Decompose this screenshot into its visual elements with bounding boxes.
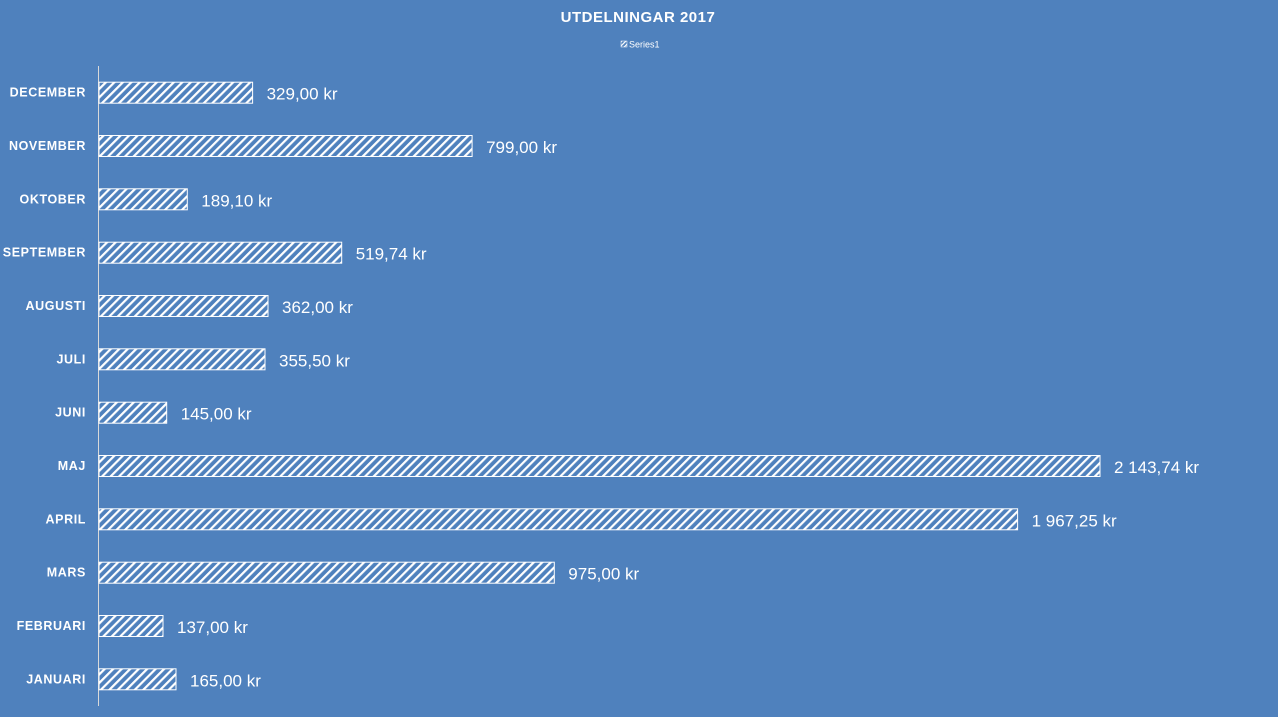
bar-april xyxy=(98,508,1019,531)
bar-juli xyxy=(98,348,266,371)
data-label-juli: 355,50 kr xyxy=(279,351,350,370)
category-label-juli: JULI xyxy=(57,352,87,366)
category-label-juni: JUNI xyxy=(55,406,86,420)
legend-label: Series1 xyxy=(629,40,660,50)
data-label-oktober: 189,10 kr xyxy=(201,191,272,210)
bar-oktober xyxy=(98,188,188,211)
bar-september xyxy=(98,241,343,264)
category-label-december: DECEMBER xyxy=(10,86,86,100)
category-label-april: APRIL xyxy=(46,512,87,526)
data-label-mars: 975,00 kr xyxy=(568,565,639,584)
bar-november xyxy=(98,135,473,157)
data-label-februari: 137,00 kr xyxy=(177,618,248,637)
bars-group xyxy=(98,81,1101,691)
data-label-juni: 145,00 kr xyxy=(181,405,252,424)
category-labels-group: JANUARI FEBRUARI MARS APRIL MAJ JUNI JULI AUGUS… xyxy=(3,86,86,687)
legend: Series1 xyxy=(620,40,660,50)
category-label-maj: MAJ xyxy=(58,459,86,473)
bar-mars xyxy=(98,561,555,584)
category-label-oktober: OKTOBER xyxy=(20,192,86,206)
legend-swatch xyxy=(620,40,628,48)
bar-januari xyxy=(98,668,177,691)
data-label-september: 519,74 kr xyxy=(356,245,427,264)
category-label-september: SEPTEMBER xyxy=(3,246,86,260)
data-label-augusti: 362,00 kr xyxy=(282,298,353,317)
category-label-mars: MARS xyxy=(47,566,86,580)
bar-juni xyxy=(98,401,168,424)
chart-title: UTDELNINGAR 2017 xyxy=(561,9,716,26)
bar-december xyxy=(98,81,254,104)
bar-maj xyxy=(98,455,1101,477)
category-label-februari: FEBRUARI xyxy=(17,619,86,633)
category-label-augusti: AUGUSTI xyxy=(26,299,86,313)
data-label-april: 1 967,25 kr xyxy=(1032,511,1117,530)
data-label-december: 329,00 kr xyxy=(267,85,338,104)
data-label-januari: 165,00 kr xyxy=(190,671,261,690)
bar-februari xyxy=(98,615,164,637)
category-label-november: NOVEMBER xyxy=(9,139,86,153)
data-labels-group: 165,00 kr 137,00 kr 975,00 kr 1 967,25 kr 2 … xyxy=(177,85,1199,691)
data-label-maj: 2 143,74 kr xyxy=(1114,458,1199,477)
bar-augusti xyxy=(98,295,269,317)
data-label-november: 799,00 kr xyxy=(486,138,557,157)
category-label-januari: JANUARI xyxy=(26,672,86,686)
